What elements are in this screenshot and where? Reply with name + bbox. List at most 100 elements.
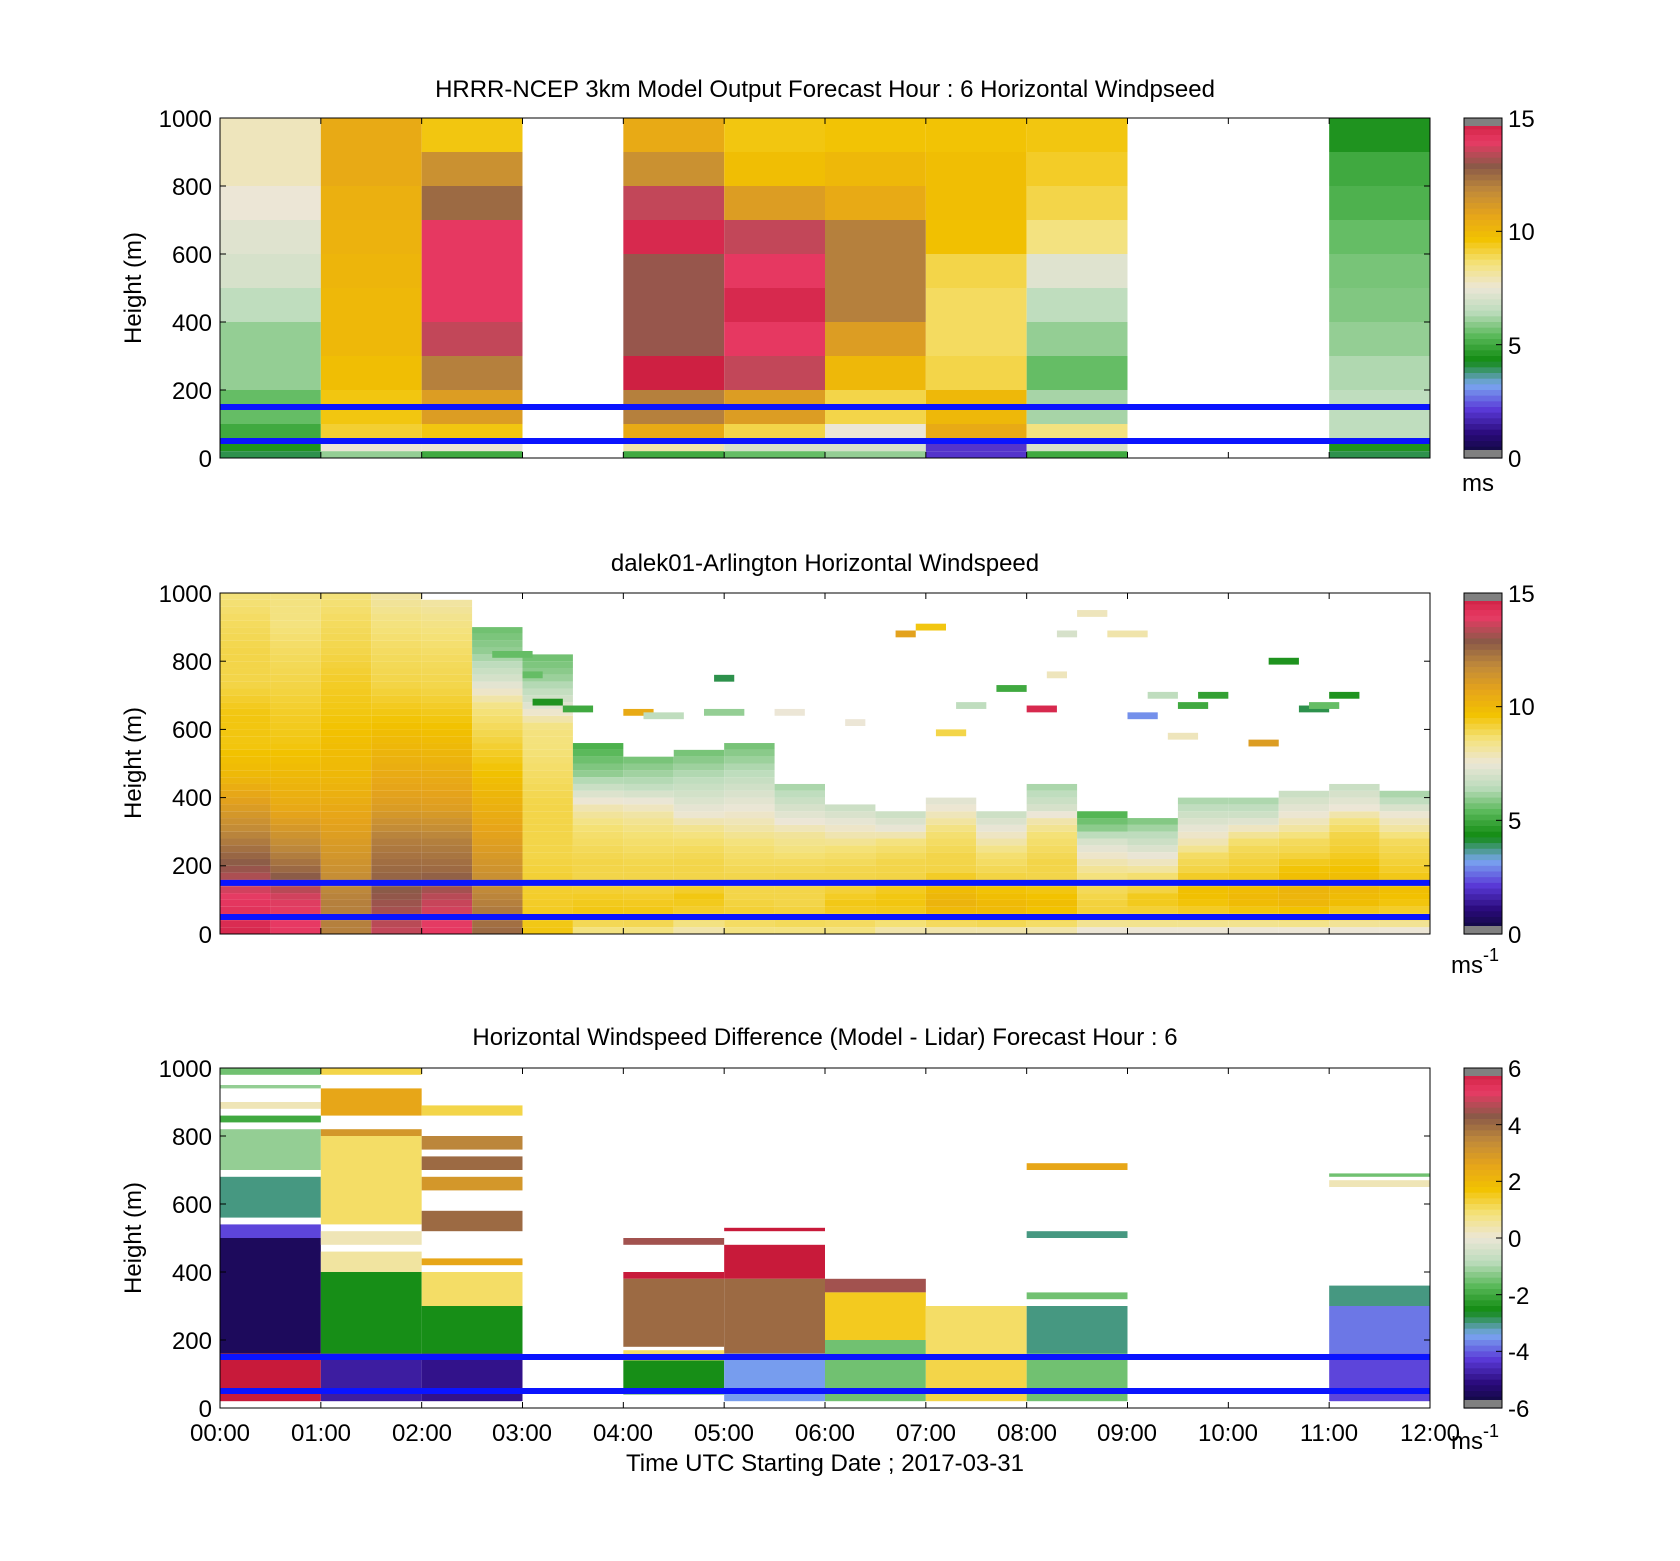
colorbar-swatch xyxy=(1464,1357,1502,1364)
lidar-cell xyxy=(1278,790,1330,798)
lidar-cell xyxy=(623,872,674,880)
lidar-cell xyxy=(220,708,271,716)
lidar-cell xyxy=(220,593,271,600)
panel-model-heatmap xyxy=(220,118,1430,458)
difference-cell xyxy=(421,1272,523,1306)
colorbar-swatch xyxy=(1464,310,1502,317)
colorbar-swatch xyxy=(1464,1379,1502,1386)
lidar-cell xyxy=(220,722,271,730)
model-cell xyxy=(421,451,523,458)
lidar-cell xyxy=(1177,852,1229,859)
lidar-cell xyxy=(472,797,523,805)
xtick-label: 08:00 xyxy=(997,1420,1057,1447)
lidar-cell xyxy=(522,858,573,866)
model-cell xyxy=(825,220,926,254)
lidar-cell xyxy=(976,865,1027,873)
lidar-cell xyxy=(472,872,523,880)
lidar-cell xyxy=(572,865,624,873)
lidar-cell xyxy=(421,927,473,934)
lidar-cell xyxy=(270,777,321,784)
lidar-cell xyxy=(1077,818,1128,825)
lidar-cell xyxy=(572,858,624,866)
lidar-cell xyxy=(220,777,271,784)
lidar-cell xyxy=(774,838,825,846)
lidar-cell xyxy=(371,756,422,764)
lidar-cell xyxy=(724,893,775,900)
panel-model: HRRR-NCEP 3km Model Output Forecast Hour… xyxy=(120,76,1535,497)
lidar-cell xyxy=(320,906,372,914)
colorbar-swatch xyxy=(1464,1141,1502,1148)
lidar-cell xyxy=(1329,797,1380,805)
lidar-cell xyxy=(774,858,825,866)
lidar-cell xyxy=(875,831,926,839)
lidar-cell xyxy=(875,872,926,880)
difference-cell xyxy=(724,1278,825,1354)
lidar-cell xyxy=(825,831,876,839)
lidar-cell xyxy=(1127,893,1178,900)
lidar-cell xyxy=(724,790,775,798)
panel-model-colorbar-ticks: 15 10 5 0 xyxy=(1508,106,1535,473)
lidar-cell xyxy=(421,797,473,805)
lidar-cell xyxy=(320,824,372,832)
lidar-cell xyxy=(220,770,271,778)
lidar-cell xyxy=(1127,906,1178,914)
lidar-cell xyxy=(572,777,624,784)
colorbar-swatch xyxy=(1464,276,1502,283)
colorbar-swatch xyxy=(1464,860,1502,867)
lidar-cell xyxy=(421,818,473,825)
colorbar-swatch xyxy=(1464,220,1502,227)
lidar-cell xyxy=(1077,920,1128,928)
panel-difference-colorbar-ticks: 6 4 2 0 -2 -4 -6 xyxy=(1508,1056,1529,1423)
colorbar-swatch xyxy=(1464,248,1502,255)
lidar-aloft-segment xyxy=(956,702,987,709)
ytick-label: 600 xyxy=(172,1192,212,1219)
lidar-cell xyxy=(472,927,523,934)
lidar-cell xyxy=(371,845,422,853)
lidar-cell xyxy=(1077,927,1128,934)
xtick-label: 01:00 xyxy=(291,1420,351,1447)
lidar-cell xyxy=(1177,818,1229,825)
colorbar-swatch xyxy=(1464,157,1502,164)
lidar-cell xyxy=(1127,831,1178,839)
lidar-cell xyxy=(522,865,573,873)
lidar-cell xyxy=(270,886,321,894)
lidar-cell xyxy=(320,845,372,853)
lidar-cell xyxy=(825,920,876,928)
model-cell xyxy=(320,451,422,458)
panel-model-xtick-marks xyxy=(219,117,1431,459)
lidar-cell xyxy=(1127,920,1178,928)
colorbar-cap xyxy=(1464,926,1502,934)
lidar-cell xyxy=(1077,872,1128,880)
colorbar-swatch xyxy=(1464,299,1502,306)
colorbar-swatch xyxy=(1464,203,1502,210)
lidar-cell xyxy=(270,865,321,873)
colorbar-swatch xyxy=(1464,418,1502,425)
lidar-aloft-segment xyxy=(704,708,745,716)
lidar-cell xyxy=(623,845,674,853)
difference-cell xyxy=(1026,1306,1128,1354)
lidar-cell xyxy=(925,838,977,846)
lidar-cell xyxy=(572,886,624,894)
lidar-cell xyxy=(220,927,271,934)
lidar-cell xyxy=(270,838,321,846)
lidar-cell xyxy=(522,743,573,750)
lidar-cell xyxy=(774,804,825,812)
colorbar-swatch xyxy=(1464,1073,1502,1080)
lidar-cell xyxy=(1228,838,1279,846)
lidar-cell xyxy=(1026,886,1078,894)
colorbar-swatch xyxy=(1464,803,1502,810)
lidar-cell xyxy=(1329,824,1380,832)
lidar-cell xyxy=(472,777,523,784)
lidar-cell xyxy=(875,858,926,866)
difference-cell xyxy=(220,1224,321,1238)
model-cell xyxy=(220,356,321,390)
lidar-cell xyxy=(724,886,775,894)
colorbar-swatch xyxy=(1464,1164,1502,1171)
lidar-cell xyxy=(270,613,321,621)
lidar-cell xyxy=(724,743,775,750)
lidar-cell xyxy=(270,729,321,737)
lidar-cell xyxy=(220,729,271,737)
lidar-cell xyxy=(371,668,422,675)
lidar-cell xyxy=(1379,858,1430,866)
lidar-cell xyxy=(572,899,624,907)
